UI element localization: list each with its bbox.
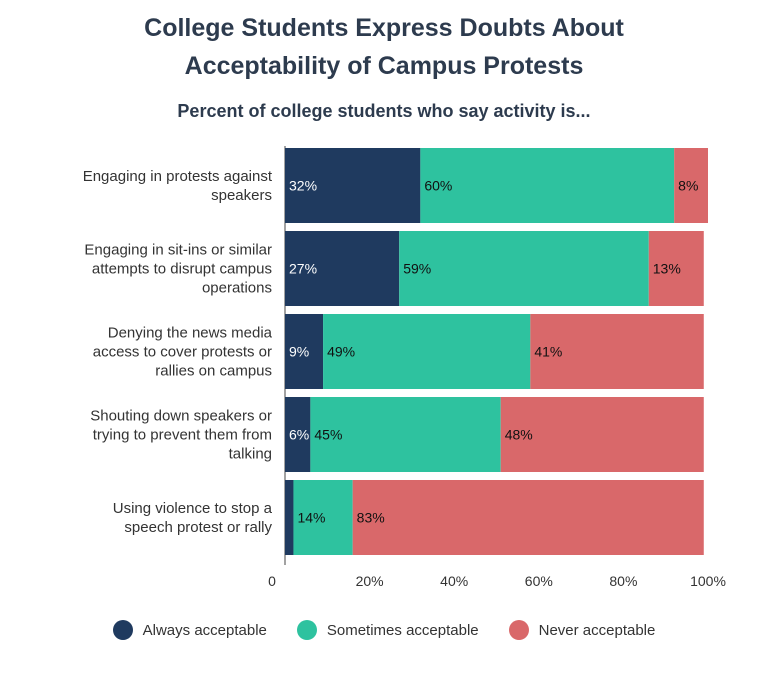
data-label: 60% [424, 178, 452, 194]
bar-segment [285, 148, 421, 223]
data-label: 48% [505, 427, 533, 443]
category-label-line: operations [202, 280, 272, 297]
legend-label: Sometimes acceptable [326, 621, 479, 639]
bar-segment [285, 397, 311, 472]
chart-legend: Always acceptable Sometimes acceptable Nev… [0, 620, 768, 640]
legend-swatch [508, 620, 529, 640]
category-label-line: access to cover protests or [93, 344, 272, 361]
data-label: 8% [678, 178, 698, 194]
chart-title-line-1: College Students Express Doubts About [144, 14, 624, 42]
data-label: 45% [314, 427, 342, 443]
category-label-line: trying to prevent them from [93, 427, 272, 444]
category-label: Shouting down speakers or trying to preve… [90, 408, 272, 463]
category-label: Using violence to stop a speech protest o… [113, 500, 273, 536]
chart-title-line-2: Acceptability of Campus Protests [184, 52, 584, 80]
data-label: 59% [403, 261, 431, 277]
x-tick-label: 0 [268, 573, 276, 589]
x-tick-label: 80% [609, 573, 637, 589]
data-label: 32% [289, 178, 317, 194]
chart-subtitle: Percent of college students who say acti… [177, 101, 591, 121]
bar-segment [285, 480, 294, 555]
bar-segment [399, 231, 649, 306]
data-label: 13% [653, 261, 681, 277]
x-tick-label: 20% [356, 573, 384, 589]
bar-segment [500, 397, 704, 472]
stacked-bar-chart: Engaging in protests against speakers 32% 6… [83, 146, 726, 589]
legend-swatch [112, 620, 133, 640]
legend-item: Never acceptable [508, 620, 656, 640]
legend-label: Never acceptable [538, 621, 656, 639]
category-label-line: Denying the news media [108, 325, 273, 342]
bar-segment [285, 314, 324, 389]
legend-label: Always acceptable [142, 621, 267, 639]
category-label-line: talking [229, 446, 272, 463]
category-label-line: Using violence to stop a [113, 500, 273, 517]
data-label: 6% [289, 427, 309, 443]
category-label-line: speakers [211, 187, 272, 204]
category-label: Engaging in protests against speakers [83, 168, 273, 204]
data-label: 83% [357, 510, 385, 526]
bar-segment [674, 148, 708, 223]
legend-swatch [296, 620, 317, 640]
bar-segment [323, 314, 531, 389]
x-tick-label: 100% [690, 573, 726, 589]
category-label-line: speech protest or rally [124, 519, 272, 536]
data-label: 27% [289, 261, 317, 277]
bar-segment [530, 314, 704, 389]
category-label-line: Engaging in sit-ins or similar [84, 242, 272, 259]
bar-segment [310, 397, 501, 472]
data-label: 14% [297, 510, 325, 526]
category-label: Engaging in sit-ins or similar attempts t… [84, 242, 272, 297]
bar-segment [293, 480, 353, 555]
data-label: 41% [534, 344, 562, 360]
legend-item: Always acceptable [112, 620, 267, 640]
category-label-line: Engaging in protests against [83, 168, 273, 185]
x-tick-label: 40% [440, 573, 468, 589]
bar-segment [648, 231, 704, 306]
data-label: 49% [327, 344, 355, 360]
x-tick-label: 60% [525, 573, 553, 589]
bar-segment [285, 231, 400, 306]
category-label-line: attempts to disrupt campus [92, 261, 272, 278]
legend-item: Sometimes acceptable [296, 620, 479, 640]
data-label: 9% [289, 344, 309, 360]
category-label: Denying the news media access to cover pr… [93, 325, 273, 380]
category-label-line: Shouting down speakers or [90, 408, 272, 425]
bar-segment [352, 480, 704, 555]
category-label-line: rallies on campus [155, 363, 272, 380]
bar-segment [420, 148, 675, 223]
